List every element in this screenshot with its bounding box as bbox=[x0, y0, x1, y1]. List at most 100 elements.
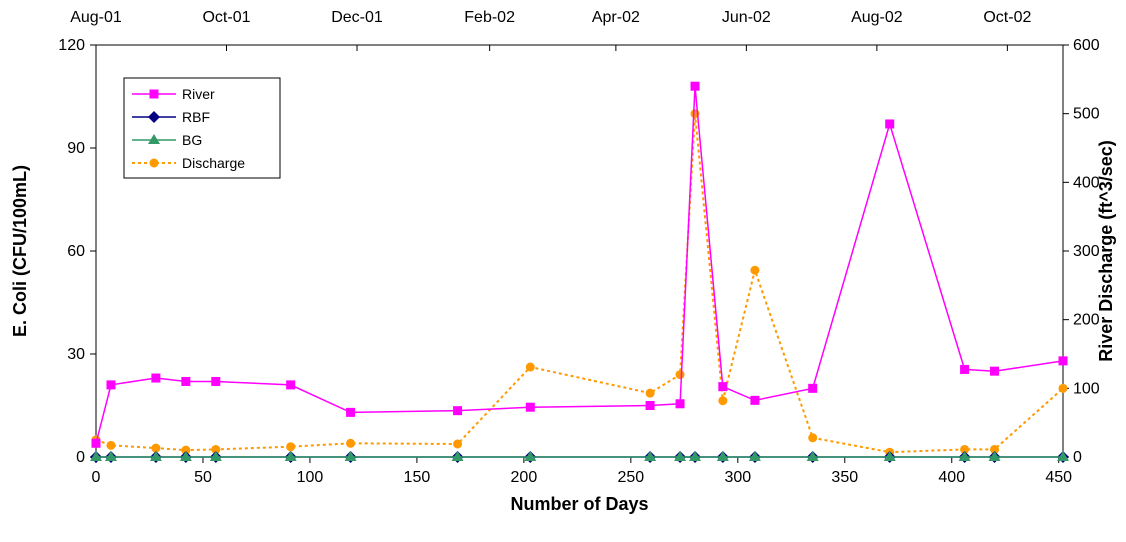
data-point-river bbox=[1058, 356, 1068, 366]
y2-tick-label: 600 bbox=[1073, 37, 1100, 54]
data-point-discharge bbox=[645, 388, 655, 398]
data-point-river bbox=[990, 366, 1000, 376]
data-point-river bbox=[151, 373, 161, 383]
data-point-bg bbox=[344, 451, 357, 461]
data-point-bg bbox=[689, 451, 702, 461]
legend-marker-rbf bbox=[148, 111, 160, 123]
legend-marker-river bbox=[149, 89, 159, 99]
y2-tick-label: 200 bbox=[1073, 312, 1100, 329]
x-tick-label: 100 bbox=[297, 469, 324, 486]
y2-tick-label: 500 bbox=[1073, 106, 1100, 123]
y-tick-label: 120 bbox=[58, 37, 85, 54]
y-tick-label: 60 bbox=[67, 243, 85, 260]
series-group bbox=[90, 81, 1069, 463]
data-point-bg bbox=[209, 451, 222, 461]
data-point-river bbox=[645, 401, 655, 410]
data-point-river bbox=[106, 380, 116, 390]
data-point-discharge bbox=[808, 433, 818, 443]
data-point-bg bbox=[524, 451, 537, 461]
legend: River RBF BG Discharge bbox=[123, 77, 281, 179]
data-point-river bbox=[91, 438, 101, 448]
y-axis-title: E. Coli (CFU/100mL) bbox=[10, 165, 30, 337]
data-point-river bbox=[181, 376, 191, 386]
data-point-river bbox=[286, 380, 296, 390]
data-point-river bbox=[750, 395, 760, 405]
y2-tick-label: 100 bbox=[1073, 380, 1100, 397]
data-point-discharge bbox=[1058, 383, 1068, 393]
x-axis-title: Number of Days bbox=[510, 494, 648, 514]
top-tick-label: Oct-01 bbox=[202, 9, 250, 26]
x-tick-label: 350 bbox=[831, 469, 858, 486]
data-point-bg bbox=[179, 451, 192, 461]
data-point-discharge bbox=[453, 439, 463, 449]
y-tick-label: 90 bbox=[67, 140, 85, 157]
y2-tick-label: 0 bbox=[1073, 449, 1082, 466]
data-point-discharge bbox=[346, 438, 356, 448]
data-point-bg bbox=[451, 451, 464, 461]
legend-marker-discharge bbox=[149, 158, 159, 168]
data-point-discharge bbox=[990, 444, 1000, 454]
x-tick-label: 400 bbox=[938, 469, 965, 486]
top-tick-label: Oct-02 bbox=[983, 9, 1031, 26]
x-tick-label: 0 bbox=[92, 469, 101, 486]
data-point-river bbox=[211, 376, 221, 386]
data-point-river bbox=[453, 406, 463, 416]
data-point-river bbox=[525, 402, 535, 412]
data-point-bg bbox=[284, 451, 297, 461]
data-point-discharge bbox=[960, 444, 970, 454]
legend-label-river: River bbox=[182, 86, 215, 102]
data-point-river bbox=[718, 382, 728, 392]
y-tick-label: 0 bbox=[76, 449, 85, 466]
data-point-bg bbox=[90, 451, 102, 461]
x-tick-label: 200 bbox=[511, 469, 538, 486]
y-tick-label: 30 bbox=[67, 346, 85, 363]
data-point-discharge bbox=[151, 443, 161, 453]
data-point-discharge bbox=[106, 440, 116, 450]
data-point-river bbox=[675, 399, 685, 409]
top-tick-label: Jun-02 bbox=[722, 9, 771, 26]
data-point-river bbox=[885, 119, 895, 129]
x-tick-label: 450 bbox=[1045, 469, 1072, 486]
data-point-bg bbox=[958, 451, 971, 461]
data-point-river bbox=[346, 407, 356, 417]
data-point-bg bbox=[104, 451, 117, 461]
data-point-river bbox=[808, 383, 818, 393]
top-tick-label: Feb-02 bbox=[464, 9, 515, 26]
top-tick-label: Aug-01 bbox=[70, 9, 122, 26]
data-point-discharge bbox=[211, 444, 221, 454]
y2-tick-label: 400 bbox=[1073, 174, 1100, 191]
data-point-discharge bbox=[675, 370, 685, 380]
x-tick-label: 250 bbox=[617, 469, 644, 486]
data-point-bg bbox=[806, 451, 819, 461]
data-point-bg bbox=[883, 451, 896, 461]
data-point-discharge bbox=[750, 265, 760, 275]
data-point-river bbox=[960, 364, 970, 374]
data-point-discharge bbox=[718, 396, 728, 406]
data-point-bg bbox=[1057, 451, 1069, 461]
y2-tick-label: 300 bbox=[1073, 243, 1100, 260]
data-point-river bbox=[690, 81, 700, 91]
y2-axis-title: River Discharge (ft^3/sec) bbox=[1096, 140, 1116, 362]
data-point-bg bbox=[988, 451, 1001, 461]
legend-label-rbf: RBF bbox=[182, 109, 210, 125]
data-point-bg bbox=[149, 451, 162, 461]
x-tick-label: 300 bbox=[724, 469, 751, 486]
legend-marker-bg bbox=[148, 134, 160, 144]
legend-label-discharge: Discharge bbox=[182, 155, 245, 171]
top-tick-label: Dec-01 bbox=[331, 9, 383, 26]
data-point-discharge bbox=[286, 442, 296, 452]
data-point-discharge bbox=[181, 445, 191, 455]
top-tick-label: Aug-02 bbox=[851, 9, 903, 26]
data-point-bg bbox=[748, 451, 761, 461]
top-tick-label: Apr-02 bbox=[592, 9, 640, 26]
data-point-bg bbox=[674, 451, 687, 461]
legend-label-bg: BG bbox=[182, 132, 202, 148]
x-tick-label: 50 bbox=[194, 469, 212, 486]
data-point-bg bbox=[644, 451, 657, 461]
data-point-bg bbox=[716, 451, 729, 461]
data-point-discharge bbox=[525, 362, 535, 372]
x-tick-label: 150 bbox=[404, 469, 431, 486]
